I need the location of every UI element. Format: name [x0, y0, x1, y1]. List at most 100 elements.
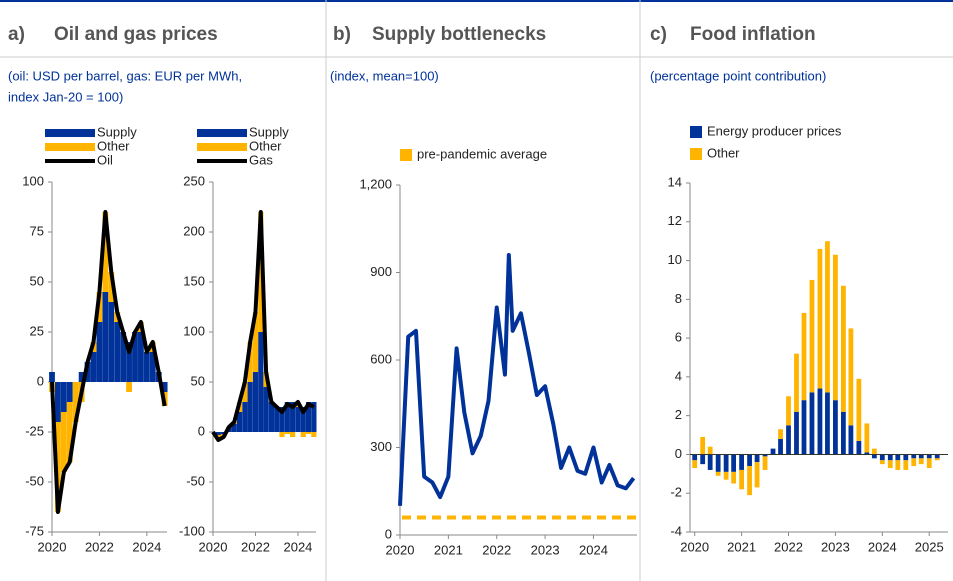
bar: [114, 322, 121, 382]
bar: [707, 454, 713, 470]
bar: [274, 407, 280, 432]
x-tick-label: 2024: [579, 542, 608, 557]
y-tick-label: -75: [25, 523, 44, 538]
bar: [290, 432, 296, 437]
bar: [305, 402, 312, 432]
panel-title: Supply bottlenecks: [372, 24, 546, 45]
bar: [747, 454, 752, 467]
y-tick-label: 200: [183, 223, 205, 238]
panel-label: b): [333, 24, 351, 45]
panel-label: c): [650, 24, 667, 45]
bar: [252, 312, 259, 372]
y-tick-label: 150: [183, 273, 205, 288]
bar: [856, 378, 862, 441]
bar: [848, 425, 854, 455]
bar: [809, 392, 815, 455]
bar: [66, 402, 73, 462]
y-tick-label: -25: [25, 423, 44, 438]
bar: [132, 332, 138, 382]
bar: [49, 372, 55, 382]
bar: [161, 382, 168, 392]
y-tick-label: 8: [675, 291, 682, 306]
bar: [149, 352, 156, 382]
bar: [55, 382, 61, 422]
legend-label: Supply: [249, 124, 289, 139]
line: [50, 210, 167, 514]
bar: [692, 454, 698, 461]
bar: [871, 454, 877, 459]
bar: [215, 432, 221, 435]
x-tick-label: 2021: [727, 539, 756, 554]
bar: [786, 396, 791, 426]
x-tick-label: 2020: [680, 539, 709, 554]
bar: [700, 436, 706, 455]
y-tick-label: 25: [30, 323, 44, 338]
x-tick-label: 2022: [482, 542, 511, 557]
legend-swatch: [45, 129, 95, 137]
legend-label: Other: [249, 138, 282, 153]
panel-title: Oil and gas prices: [54, 24, 218, 45]
legend-swatch: [690, 148, 702, 160]
y-tick-label: 300: [370, 439, 392, 454]
bar: [895, 460, 901, 470]
x-tick-label: 2024: [132, 539, 161, 554]
bar: [762, 454, 768, 457]
x-tick-label: 2021: [434, 542, 463, 557]
y-tick-label: 100: [22, 173, 44, 188]
bar: [102, 292, 109, 382]
bar: [90, 352, 97, 382]
bar: [252, 372, 259, 432]
legend-label: Oil: [97, 152, 113, 167]
bar: [871, 448, 877, 455]
y-tick-label: -2: [670, 485, 682, 500]
legend-swatch: [400, 149, 412, 161]
bar: [801, 312, 807, 401]
y-tick-label: 75: [30, 223, 44, 238]
panel-label: a): [8, 24, 25, 45]
y-tick-label: -50: [186, 473, 205, 488]
bar: [258, 332, 264, 432]
bar: [231, 424, 237, 432]
bar: [778, 438, 783, 455]
x-tick-label: 2022: [774, 539, 803, 554]
bar: [918, 454, 924, 459]
bar: [55, 422, 61, 512]
bar: [300, 407, 306, 432]
bar: [290, 402, 296, 432]
bar: [841, 285, 846, 412]
bar: [311, 402, 317, 432]
bar: [247, 342, 253, 382]
bar: [247, 382, 253, 432]
bar: [279, 432, 285, 437]
bar: [284, 402, 290, 432]
bar: [911, 454, 917, 459]
bar: [809, 279, 815, 393]
y-tick-label: 2: [675, 407, 682, 422]
bar: [794, 411, 799, 455]
bar: [817, 388, 823, 455]
bar: [825, 241, 830, 393]
x-tick-label: 2023: [531, 542, 560, 557]
legend-swatch: [197, 129, 247, 137]
bar: [731, 454, 737, 472]
bar: [300, 432, 306, 437]
bar: [833, 400, 838, 455]
bar: [911, 458, 917, 467]
bar: [143, 352, 150, 382]
legend-swatch: [197, 143, 247, 151]
legend-label: Other: [707, 145, 740, 160]
bar: [887, 460, 893, 469]
y-tick-label: 12: [668, 213, 682, 228]
bar: [934, 458, 940, 461]
y-tick-label: 250: [183, 173, 205, 188]
bar: [879, 460, 885, 465]
line: [211, 210, 315, 442]
bar: [236, 412, 243, 432]
bar: [934, 454, 940, 459]
bar: [60, 382, 67, 412]
bar: [715, 471, 721, 476]
bar: [794, 353, 799, 412]
y-tick-label: 0: [37, 373, 44, 388]
bar: [126, 342, 132, 382]
y-tick-label: 50: [191, 373, 205, 388]
